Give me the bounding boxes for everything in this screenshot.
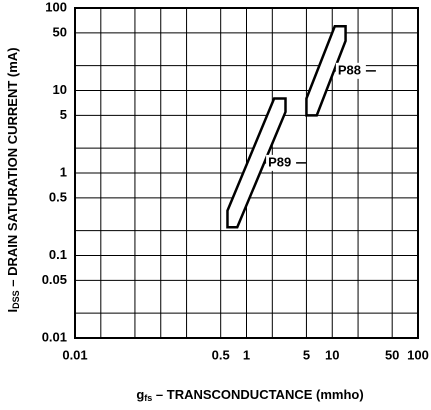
x-label-main: g [136,387,144,402]
x-label-rest: – TRANSCONDUCTANCE (mmho) [152,387,363,402]
y-tick-label: 50 [53,24,67,39]
y-label-rest: – DRAIN SATURATION CURRENT (mA) [5,47,20,290]
x-tick-label: 50 [385,347,399,362]
y-tick-label: 0.05 [42,272,67,287]
x-tick-label: 1 [243,347,250,362]
plot-frame [74,7,419,339]
y-tick-label: 0.5 [49,189,67,204]
x-tick-label: 100 [407,347,429,362]
y-tick-label: 0.01 [42,329,67,344]
y-tick-label: 100 [45,0,67,14]
y-tick-label: 10 [53,82,67,97]
y-tick-label: 0.1 [49,247,67,262]
x-axis-label: gfs – TRANSCONDUCTANCE (mmho) [136,387,363,403]
label-bg [266,154,297,171]
x-label-sub: fs [144,393,152,403]
band-label: P88 [338,62,361,77]
band [305,25,347,117]
y-label-sub: DSS [11,290,21,309]
x-tick-label: 10 [325,347,339,362]
y-tick-label: 5 [60,107,67,122]
x-tick-label: 0.5 [212,347,230,362]
y-axis-label: IDSS – DRAIN SATURATION CURRENT (mA) [5,47,21,312]
band-label: P89 [268,154,291,169]
x-tick-label: 0.01 [62,347,87,362]
x-tick-label: 5 [303,347,310,362]
band [226,97,287,229]
y-tick-label: 1 [60,164,67,179]
label-bg [335,62,366,79]
y-label-main: I [5,309,20,313]
